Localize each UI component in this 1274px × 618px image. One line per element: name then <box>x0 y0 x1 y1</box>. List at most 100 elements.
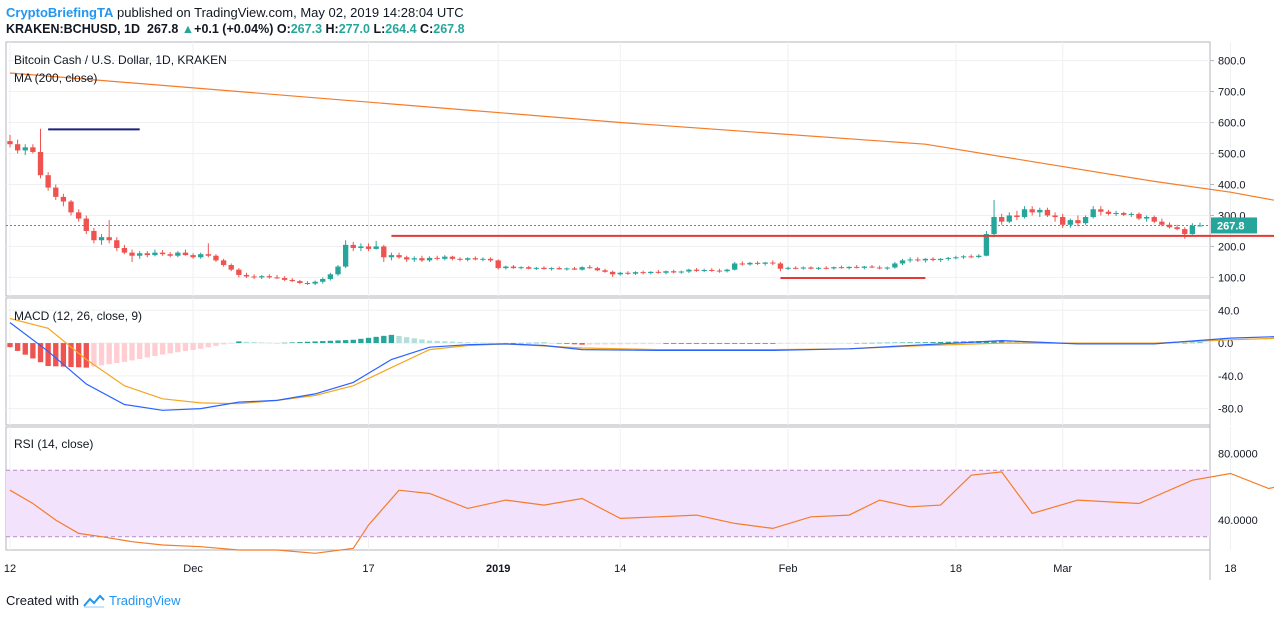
candle-body <box>922 258 929 261</box>
macd-histogram-bar <box>167 343 173 354</box>
macd-histogram-bar <box>358 338 364 344</box>
candle-body <box>83 218 89 231</box>
macd-signal-line <box>9 317 1274 405</box>
candle-body <box>342 244 349 267</box>
candle-body <box>876 267 883 269</box>
macd-histogram-bar <box>518 342 524 344</box>
candle-body <box>846 266 852 269</box>
macd-histogram-bar <box>365 337 372 344</box>
chart-area[interactable]: 12Dec17201914Feb18Mar18Apr15May100.0200.… <box>0 40 1274 585</box>
candle-body <box>396 255 402 258</box>
x-tick-label: 14 <box>614 563 626 575</box>
candle-body <box>625 272 631 274</box>
candle-body <box>457 258 463 260</box>
macd-histogram-bar <box>732 343 738 344</box>
candle-body <box>1121 212 1127 215</box>
candle-body <box>854 266 860 268</box>
macd-histogram-bar <box>182 343 189 352</box>
macd-histogram-bar <box>533 342 540 344</box>
macd-histogram-bar <box>930 342 936 344</box>
candle-body <box>373 246 379 249</box>
macd-histogram-bar <box>754 343 761 344</box>
candle-body <box>823 267 829 269</box>
macd-histogram-bar <box>396 336 402 344</box>
x-tick-label: Mar <box>1053 563 1072 575</box>
candle-body <box>465 258 471 260</box>
candle-body <box>594 268 601 271</box>
candle-body <box>869 266 875 268</box>
macd-histogram-bar <box>663 343 669 344</box>
candle-body <box>632 272 639 274</box>
candle-body <box>365 246 372 249</box>
candle-body <box>198 254 204 258</box>
candle-body <box>747 262 753 265</box>
candle-body <box>785 267 791 269</box>
macd-histogram-bar <box>220 343 227 345</box>
candle-body <box>411 258 417 260</box>
candle-body <box>297 281 303 283</box>
macd-histogram-bar <box>350 339 356 344</box>
macd-histogram-bar <box>281 342 288 344</box>
candle-body <box>762 262 768 264</box>
macd-histogram-bar <box>91 343 97 367</box>
macd-histogram-bar <box>495 342 501 344</box>
macd-histogram-bar <box>259 342 265 344</box>
macd-histogram-bar <box>915 342 921 344</box>
candle-body <box>998 217 1005 222</box>
x-tick-label: 17 <box>362 563 374 575</box>
candle-body <box>838 267 845 269</box>
candle-body <box>129 252 135 256</box>
candle-body <box>617 272 623 275</box>
x-tick-label: 12 <box>4 563 16 575</box>
candle-body <box>953 257 959 259</box>
macd-histogram-bar <box>45 343 51 367</box>
candle-body <box>1029 209 1035 213</box>
candle-body <box>243 274 250 277</box>
macd-histogram-bar <box>442 341 448 344</box>
macd-histogram-bar <box>937 341 944 344</box>
candle-body <box>1166 224 1173 228</box>
candle-body <box>983 234 990 256</box>
macd-histogram-bar <box>907 342 913 344</box>
macd-histogram-bar <box>709 343 715 344</box>
macd-histogram-bar <box>213 343 219 346</box>
candle-body <box>808 267 814 269</box>
macd-histogram-bar <box>953 341 959 344</box>
candle-body <box>1075 220 1081 224</box>
ma-indicator-label: MA (200, close) <box>14 71 97 85</box>
created-with-text: Created with <box>6 593 79 608</box>
macd-histogram-bar <box>114 343 120 364</box>
candle-body <box>495 260 501 269</box>
macd-histogram-bar <box>693 343 700 344</box>
candle-body <box>1052 215 1058 218</box>
macd-histogram-bar <box>465 342 471 344</box>
macd-histogram-bar <box>1021 341 1028 344</box>
macd-histogram-bar <box>838 343 845 344</box>
macd-histogram-bar <box>1014 341 1020 344</box>
macd-histogram-bar <box>564 343 570 344</box>
macd-histogram-bar <box>266 342 273 344</box>
candle-body <box>175 252 181 256</box>
candle-body <box>556 268 562 270</box>
candle-body <box>670 271 677 273</box>
candle-body <box>533 267 540 269</box>
candle-body <box>312 281 318 284</box>
candle-body <box>1159 221 1165 225</box>
candle-body <box>358 246 364 248</box>
macd-histogram-bar <box>823 343 829 344</box>
macd-line <box>9 322 1274 411</box>
macd-histogram-bar <box>205 343 212 348</box>
macd-histogram-bar <box>426 340 433 344</box>
macd-histogram-bar <box>304 341 311 344</box>
author-link[interactable]: CryptoBriefingTA <box>6 5 114 20</box>
candle-body <box>281 278 288 280</box>
macd-histogram-bar <box>861 342 868 344</box>
tradingview-link[interactable]: TradingView <box>108 593 181 608</box>
up-arrow-icon: ▲ <box>181 22 195 36</box>
macd-histogram-bar <box>75 343 82 368</box>
macd-histogram-bar <box>670 343 677 344</box>
macd-histogram-bar <box>724 343 730 344</box>
candle-body <box>1067 220 1073 225</box>
candle-body <box>1151 217 1157 222</box>
symbol-ohlc-header: KRAKEN:BCHUSD, 1D 267.8 ▲+0.1 (+0.04%) O… <box>6 22 465 36</box>
